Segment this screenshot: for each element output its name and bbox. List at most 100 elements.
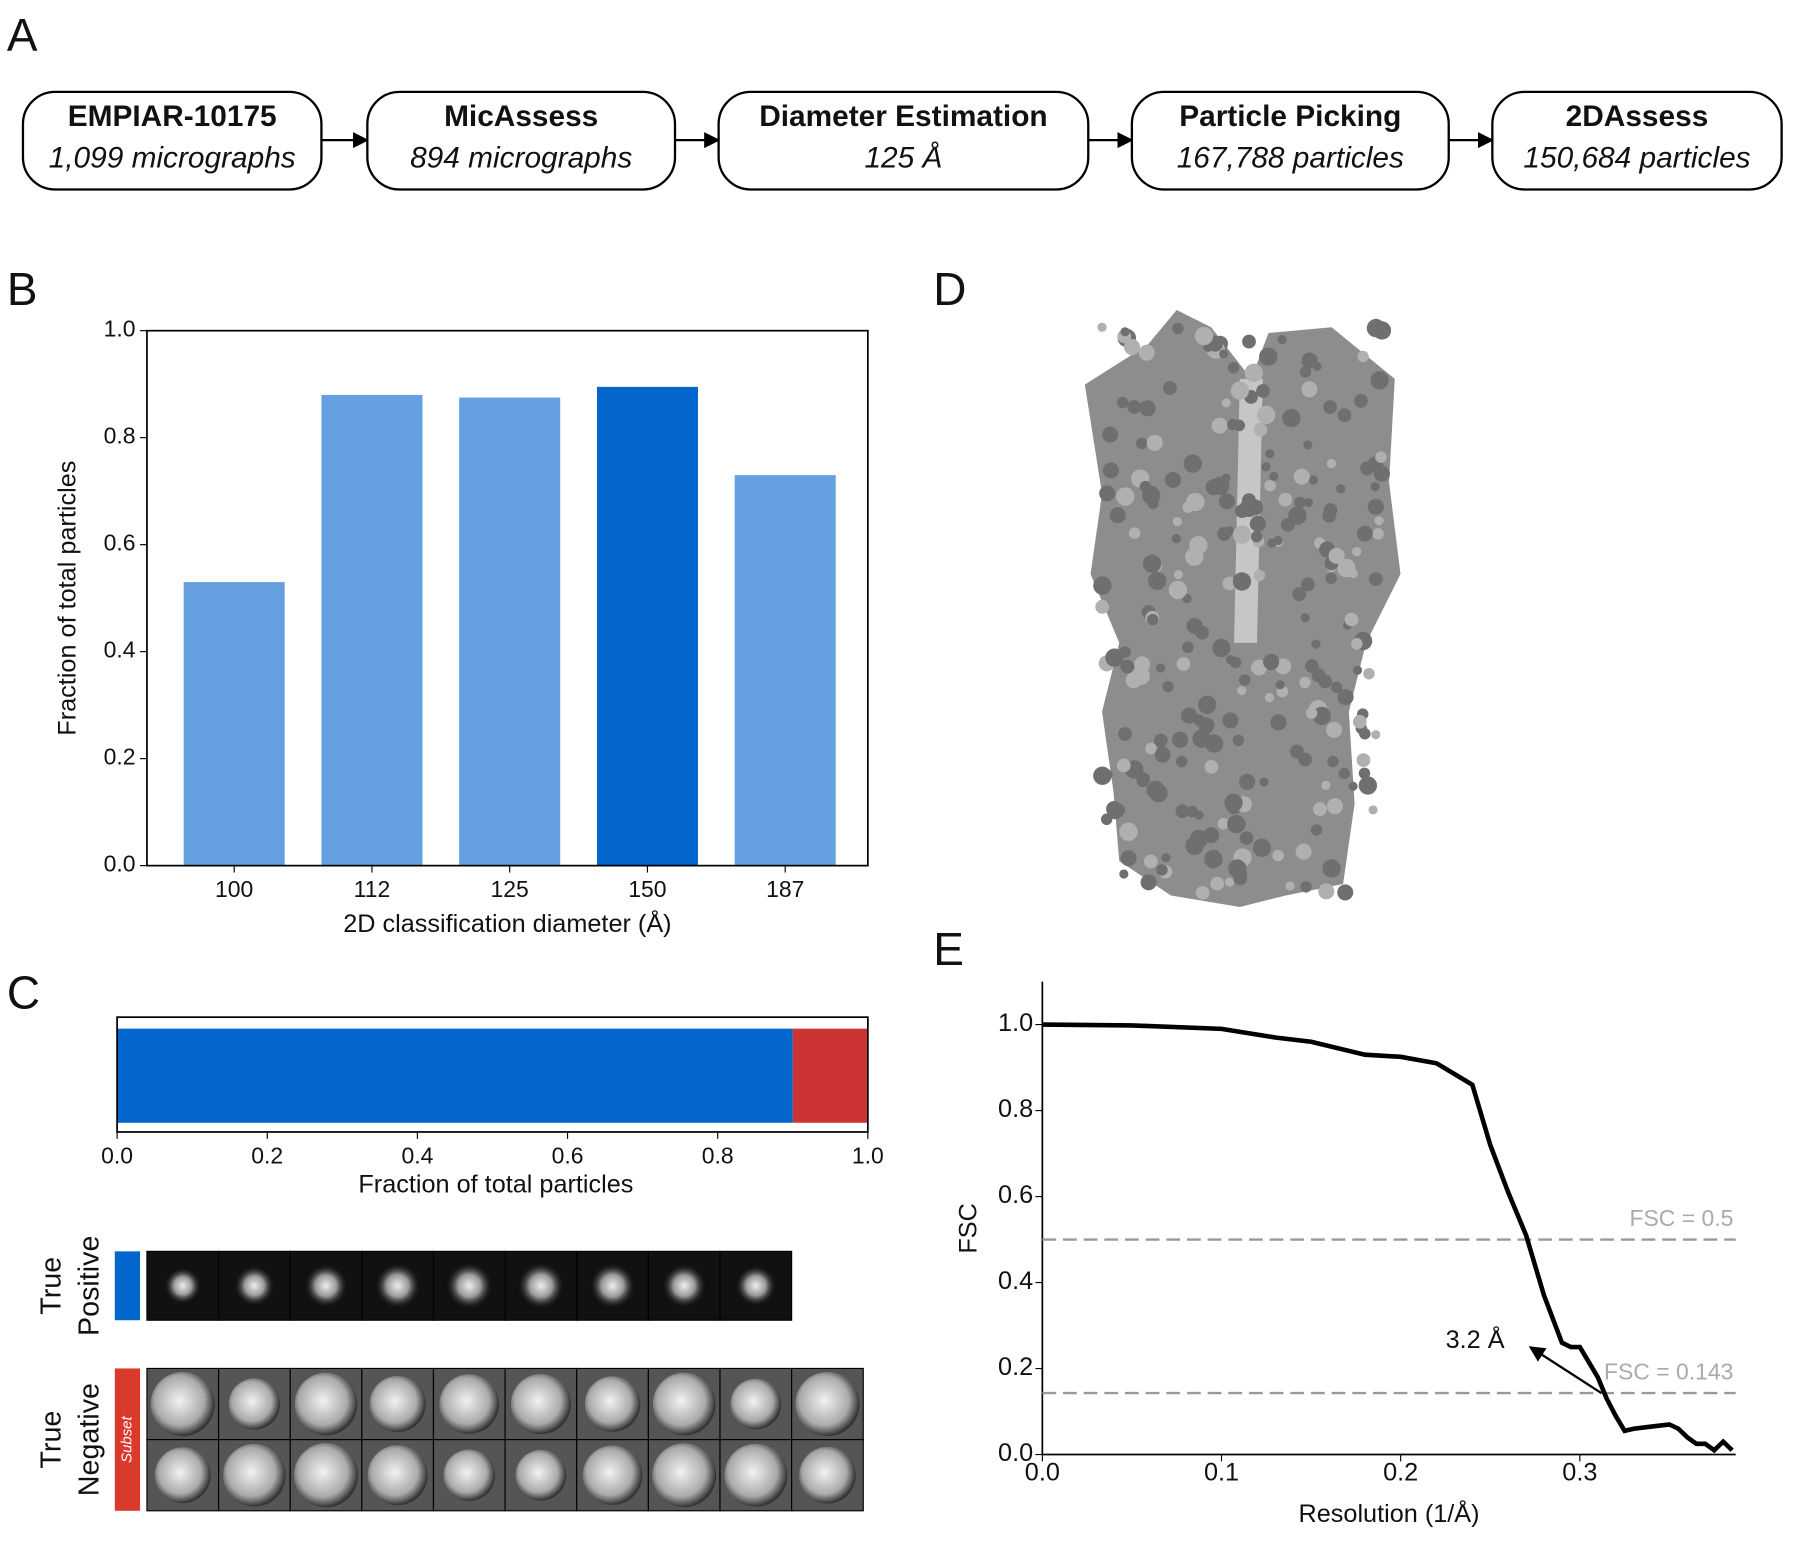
map-texture xyxy=(1322,508,1337,523)
map-texture xyxy=(1299,676,1311,689)
map-texture xyxy=(1336,484,1346,494)
y-tick-label: 0.6 xyxy=(998,1181,1033,1209)
y-tick-label: 0.4 xyxy=(998,1267,1033,1295)
map-texture xyxy=(1189,536,1208,555)
map-texture xyxy=(1337,884,1354,901)
class-average-blob xyxy=(515,1449,567,1501)
bar xyxy=(459,397,561,866)
map-texture xyxy=(1118,727,1132,741)
x-tick-label: 0.0 xyxy=(101,1142,133,1168)
class-average-blob xyxy=(164,1267,201,1304)
class-average-blob xyxy=(582,1445,643,1505)
row-label: True xyxy=(35,1257,67,1315)
x-tick-label: 0.2 xyxy=(251,1142,283,1168)
map-texture xyxy=(1359,727,1371,740)
map-texture xyxy=(1278,492,1293,507)
map-texture xyxy=(1140,874,1157,891)
map-texture xyxy=(1128,527,1141,539)
map-texture xyxy=(1366,318,1386,338)
x-tick-label: 0.3 xyxy=(1562,1459,1597,1487)
map-texture xyxy=(1242,334,1256,349)
map-texture xyxy=(1175,804,1190,819)
map-texture xyxy=(1232,525,1252,544)
panel-label: C xyxy=(7,967,40,1019)
map-texture xyxy=(1147,497,1159,510)
map-texture xyxy=(1300,577,1315,592)
bar xyxy=(734,475,836,866)
y-tick-label: 0.8 xyxy=(104,423,136,449)
class-average-blob xyxy=(443,1449,496,1501)
map-texture xyxy=(1313,802,1327,816)
class-average-blob xyxy=(369,1376,426,1433)
map-texture xyxy=(1318,674,1333,689)
map-texture xyxy=(1348,781,1358,791)
map-texture xyxy=(1285,881,1295,891)
map-texture xyxy=(1237,686,1247,696)
map-texture xyxy=(1264,693,1274,703)
class-average-blob xyxy=(590,1263,635,1309)
class-average-blob xyxy=(584,1376,641,1432)
row-tag-label: Subset xyxy=(118,1416,135,1463)
map-texture xyxy=(1212,638,1231,658)
y-tick-label: 0.6 xyxy=(104,530,136,556)
map-texture xyxy=(1221,398,1231,408)
plot-frame xyxy=(116,1016,869,1133)
map-texture xyxy=(1119,869,1129,879)
map-texture xyxy=(1205,479,1222,496)
map-texture xyxy=(1257,405,1276,425)
class-average-blob xyxy=(662,1264,706,1308)
class-average-blob xyxy=(154,1447,211,1504)
map-texture xyxy=(1197,695,1217,714)
map-texture xyxy=(1186,805,1198,818)
row-label: True xyxy=(35,1411,67,1469)
pipeline-title: Particle Picking xyxy=(1179,100,1401,133)
map-texture xyxy=(1182,593,1192,604)
map-texture xyxy=(1172,731,1189,748)
map-texture xyxy=(1102,462,1119,479)
map-texture xyxy=(1249,515,1266,532)
map-texture xyxy=(1182,641,1194,654)
bar xyxy=(183,582,285,866)
map-texture xyxy=(1354,394,1368,408)
map-texture xyxy=(1155,663,1166,673)
y-tick-label: 0.4 xyxy=(104,637,136,663)
map-texture xyxy=(1190,460,1200,470)
panel-label: E xyxy=(933,923,964,975)
map-texture xyxy=(1272,849,1284,862)
map-texture xyxy=(1095,599,1110,614)
threshold-label: FSC = 0.5 xyxy=(1630,1205,1734,1231)
map-texture xyxy=(1250,530,1263,543)
map-texture xyxy=(1328,547,1345,564)
map-texture xyxy=(1311,639,1321,649)
map-texture xyxy=(1295,843,1312,860)
x-axis-label: Fraction of total particles xyxy=(358,1171,633,1199)
map-texture xyxy=(1227,361,1240,374)
map-texture xyxy=(1161,852,1171,863)
map-texture xyxy=(1363,667,1375,680)
y-axis-label: FSC xyxy=(955,1203,983,1254)
x-tick-label: 125 xyxy=(491,876,529,902)
map-texture xyxy=(1251,659,1268,676)
map-texture xyxy=(1239,773,1256,790)
map-texture xyxy=(1253,422,1268,437)
map-texture xyxy=(1219,349,1229,359)
map-texture xyxy=(1352,714,1367,729)
map-texture xyxy=(1372,528,1384,540)
map-texture xyxy=(1358,776,1378,795)
map-texture xyxy=(1352,547,1362,557)
map-texture xyxy=(1120,327,1130,337)
map-texture xyxy=(1337,558,1356,578)
x-tick-label: 0.4 xyxy=(401,1142,433,1168)
map-texture xyxy=(1145,742,1157,755)
map-texture xyxy=(1370,371,1389,390)
pipeline-detail: 150,684 particles xyxy=(1523,142,1750,175)
map-texture xyxy=(1232,572,1252,591)
x-tick-label: 112 xyxy=(354,876,391,902)
map-texture xyxy=(1116,758,1131,773)
class-average-blob xyxy=(293,1443,359,1508)
x-tick-label: 0.1 xyxy=(1204,1459,1239,1487)
map-texture xyxy=(1318,883,1335,900)
map-texture xyxy=(1232,734,1245,747)
map-texture xyxy=(1244,363,1263,383)
class-average-blob xyxy=(234,1266,275,1306)
